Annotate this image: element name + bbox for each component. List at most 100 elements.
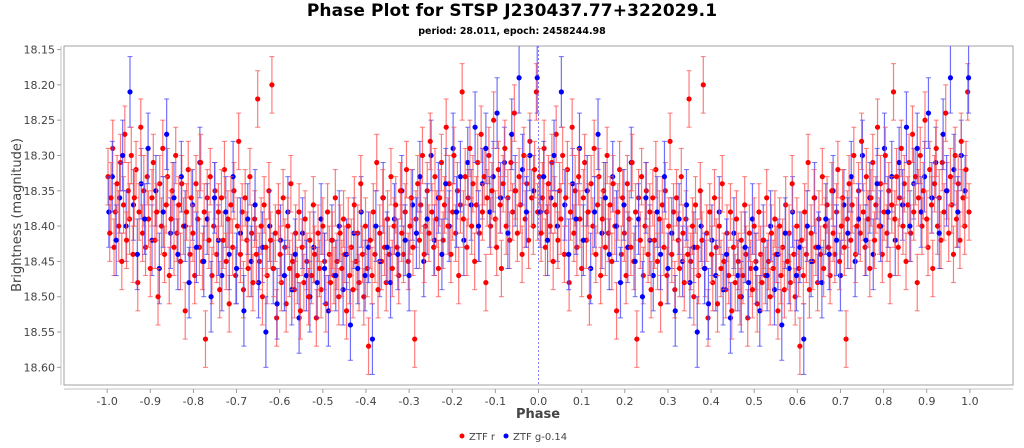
data-point-ztf-r <box>343 282 350 340</box>
marker <box>230 244 236 250</box>
marker <box>332 195 338 201</box>
marker <box>419 152 426 159</box>
x-tick-label: -1.0 <box>96 395 117 408</box>
data-point-ztf-r <box>732 253 738 312</box>
marker <box>223 258 229 265</box>
marker <box>160 145 166 152</box>
data-point-ztf-r <box>917 126 923 185</box>
data-point-ztf-g <box>413 197 420 269</box>
marker <box>701 265 708 272</box>
marker <box>139 230 146 236</box>
data-point-ztf-r <box>843 310 849 368</box>
data-point-ztf-g <box>373 190 379 262</box>
marker <box>472 124 478 130</box>
marker <box>514 230 520 236</box>
marker <box>185 166 191 173</box>
marker <box>314 279 320 286</box>
marker <box>719 181 725 187</box>
marker <box>876 223 882 229</box>
marker <box>288 181 294 187</box>
data-point-ztf-r <box>351 176 357 234</box>
marker <box>685 251 691 257</box>
marker <box>584 188 590 194</box>
data-point-ztf-r <box>445 197 451 255</box>
data-point-ztf-r <box>161 225 168 284</box>
marker <box>475 223 482 229</box>
data-point-ztf-r <box>648 260 654 319</box>
data-point-ztf-r <box>714 275 721 333</box>
marker <box>351 202 357 208</box>
data-point-ztf-r <box>190 204 196 262</box>
marker <box>609 258 615 265</box>
data-point-ztf-r <box>686 70 692 128</box>
marker <box>301 279 307 286</box>
data-point-ztf-g <box>863 204 869 277</box>
marker <box>263 329 269 335</box>
data-point-ztf-r <box>645 225 651 284</box>
marker <box>237 251 244 257</box>
data-point-ztf-r <box>610 154 616 213</box>
data-point-ztf-r <box>223 232 229 291</box>
marker <box>871 237 878 243</box>
legend-marker-ztf-r <box>459 433 465 439</box>
data-point-ztf-r <box>914 253 920 312</box>
legend-label-ztf-r: ZTF r <box>469 432 496 443</box>
data-point-ztf-r <box>811 169 817 227</box>
marker <box>848 174 854 180</box>
marker <box>373 223 379 229</box>
marker <box>743 251 749 257</box>
marker <box>893 174 900 180</box>
marker <box>178 174 184 180</box>
data-point-ztf-r <box>841 218 847 277</box>
data-point-ztf-r <box>567 183 574 241</box>
y-tick-label: 18.20 <box>24 79 56 92</box>
data-point-ztf-r <box>700 56 706 114</box>
data-point-ztf-r <box>136 183 142 241</box>
marker <box>591 145 597 152</box>
marker <box>925 110 932 116</box>
marker <box>808 230 814 236</box>
data-point-ztf-g <box>160 176 166 248</box>
marker <box>252 202 258 208</box>
marker <box>797 343 803 349</box>
marker <box>469 223 475 229</box>
marker <box>943 110 949 116</box>
data-point-ztf-r <box>569 98 575 156</box>
data-point-ztf-r <box>247 147 253 206</box>
marker <box>320 223 326 229</box>
marker <box>647 209 653 215</box>
x-tick-label: -0.1 <box>485 395 506 408</box>
y-tick-label: 18.55 <box>24 326 56 339</box>
data-point-ztf-r <box>350 260 356 319</box>
x-tick-label: 0.0 <box>530 395 548 408</box>
data-point-ztf-r <box>890 63 897 121</box>
marker <box>226 301 232 307</box>
data-point-ztf-r <box>911 183 917 241</box>
marker <box>640 272 646 279</box>
data-point-ztf-g <box>263 296 269 368</box>
marker <box>225 216 231 222</box>
x-tick-label: -0.5 <box>312 395 333 408</box>
marker <box>867 265 873 272</box>
marker <box>886 188 892 194</box>
marker <box>402 237 408 243</box>
marker <box>358 181 364 187</box>
marker <box>219 272 225 279</box>
marker <box>654 258 661 265</box>
marker <box>294 272 300 279</box>
marker <box>691 294 697 300</box>
marker <box>476 230 483 236</box>
data-point-ztf-r <box>957 211 963 269</box>
data-point-ztf-r <box>692 176 699 234</box>
marker <box>355 265 361 272</box>
marker <box>947 174 954 180</box>
marker <box>665 265 671 272</box>
data-point-ztf-r <box>733 190 740 248</box>
marker <box>120 202 127 208</box>
data-point-ztf-g <box>723 218 730 291</box>
data-point-ztf-r <box>547 190 553 262</box>
data-point-ztf-r <box>576 147 582 206</box>
marker <box>914 279 920 286</box>
data-point-ztf-r <box>624 154 630 213</box>
marker <box>667 138 673 144</box>
